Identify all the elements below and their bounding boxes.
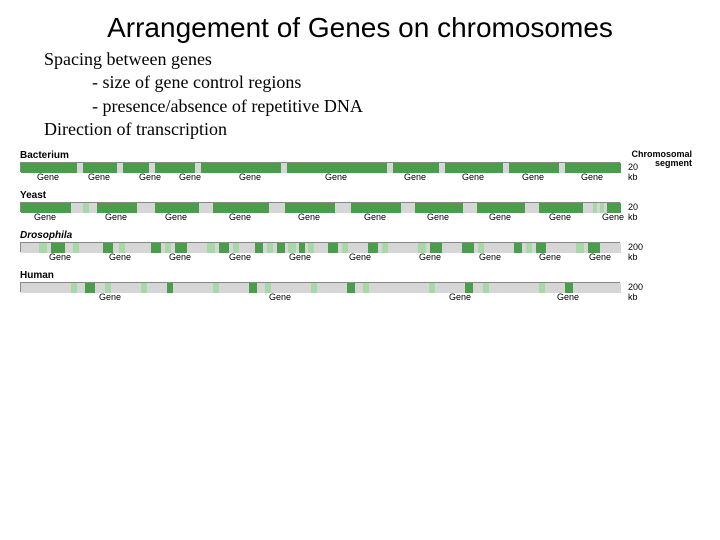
gene-label: Gene: [105, 212, 127, 222]
gene-labels-row: Gene Gene Gene Gene Gene Gene Gene Gene Gene Gene: [20, 252, 620, 264]
gene-label: Gene: [229, 212, 251, 222]
gene-labels-row: Gene Gene Gene Gene Gene Gene Gene Gene Gene Gene: [20, 172, 620, 184]
gene-label: Gene: [549, 212, 571, 222]
scale-label: 200 kb: [628, 282, 643, 302]
gene-label: Gene: [88, 172, 110, 182]
scale-label: 20 kb: [628, 202, 638, 222]
gene-label: Gene: [109, 252, 131, 262]
gene-label: Gene: [169, 252, 191, 262]
gene-label: Gene: [349, 252, 371, 262]
gene-label: Gene: [139, 172, 161, 182]
chromosome-track: [20, 162, 620, 172]
gene-label: Gene: [289, 252, 311, 262]
organism-name: Drosophila: [20, 230, 72, 241]
organism-name: Yeast: [20, 190, 46, 201]
chromosome-track: [20, 242, 620, 252]
gene-label: Gene: [479, 252, 501, 262]
bullet-1: Spacing between genes: [44, 48, 700, 71]
gene-label: Gene: [37, 172, 59, 182]
chromosome-track: [20, 202, 620, 212]
gene-label: Gene: [462, 172, 484, 182]
gene-label: Gene: [557, 292, 579, 302]
organism-name: Human: [20, 270, 54, 281]
bullet-list: Spacing between genes - size of gene con…: [44, 48, 700, 142]
gene-label: Gene: [165, 212, 187, 222]
bullet-3: - presence/absence of repetitive DNA: [92, 95, 700, 118]
organism-drosophila: Drosophila200 kbGeneGeneGeneGeneGeneGene…: [20, 230, 700, 264]
organism-name: Bacterium: [20, 150, 69, 161]
bullet-4: Direction of transcription: [44, 118, 700, 141]
scale-label: 20 kb: [628, 162, 638, 182]
organism-bacterium: BacteriumChromosomalsegment20 kbGeneGene…: [20, 150, 700, 184]
gene-label: Gene: [602, 212, 624, 222]
organism-human: Human 200 kb Gene Gene Gene Gene: [20, 270, 700, 304]
organism-yeast: Yeast 20 kb Gene Gene Gene Gene Gene Gene Gene Ge…: [20, 190, 700, 224]
gene-label: Gene: [179, 172, 201, 182]
gene-label: Gene: [34, 212, 56, 222]
gene-label: Gene: [539, 252, 561, 262]
gene-label: Gene: [229, 252, 251, 262]
gene-label: Gene: [581, 172, 603, 182]
gene-label: Gene: [239, 172, 261, 182]
gene-diagram: BacteriumChromosomalsegment20 kbGeneGene…: [20, 150, 700, 304]
gene-labels-row: GeneGeneGeneGeneGeneGeneGeneGeneGeneGene: [20, 212, 620, 224]
gene-label: Gene: [589, 252, 611, 262]
gene-label: Gene: [522, 172, 544, 182]
scale-label: 200 kb: [628, 242, 643, 262]
gene-label: Gene: [364, 212, 386, 222]
chromosomal-segment-label: Chromosomalsegment: [631, 150, 692, 170]
gene-label: Gene: [325, 172, 347, 182]
gene-label: Gene: [404, 172, 426, 182]
chromosome-track: [20, 282, 620, 292]
bullet-2: - size of gene control regions: [92, 71, 700, 94]
gene-label: Gene: [49, 252, 71, 262]
gene-label: Gene: [419, 252, 441, 262]
page-title: Arrangement of Genes on chromosomes: [20, 12, 700, 44]
gene-label: Gene: [269, 292, 291, 302]
gene-label: Gene: [449, 292, 471, 302]
gene-label: Gene: [427, 212, 449, 222]
gene-labels-row: Gene Gene Gene Gene: [20, 292, 620, 304]
gene-label: Gene: [298, 212, 320, 222]
gene-label: Gene: [99, 292, 121, 302]
gene-label: Gene: [489, 212, 511, 222]
